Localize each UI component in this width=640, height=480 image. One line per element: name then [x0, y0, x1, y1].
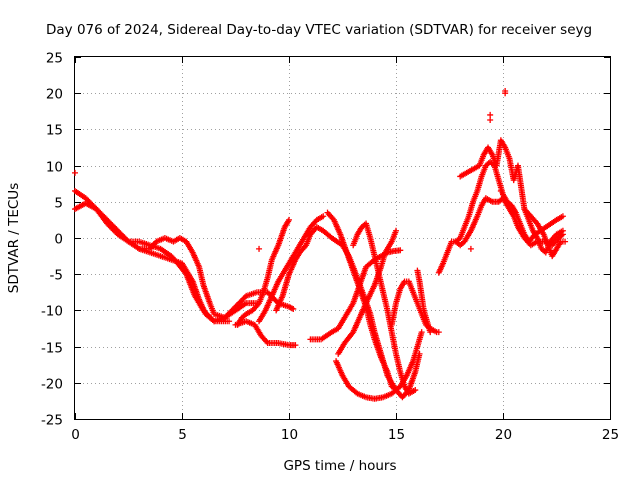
y-tick-label: -25: [41, 413, 63, 429]
series-track-m: [388, 278, 442, 336]
series-track-c: [136, 235, 260, 321]
x-tick-label: 10: [281, 427, 298, 443]
data-point: [497, 187, 504, 194]
data-point: [290, 305, 297, 312]
data-point: [256, 245, 263, 252]
y-axis-label: SDTVAR / TECUs: [6, 183, 22, 293]
data-point: [412, 387, 419, 394]
series-outliers: [72, 88, 509, 252]
series-track-e: [234, 216, 292, 328]
series-track-d: [232, 318, 299, 349]
data-point: [286, 216, 292, 223]
x-tick-label: 0: [71, 427, 80, 443]
data-point: [72, 169, 78, 176]
x-tick-label: 5: [178, 427, 187, 443]
data-point: [418, 329, 425, 336]
y-tick-label: 10: [46, 160, 63, 176]
y-tick-label: -15: [41, 341, 63, 357]
data-point: [226, 318, 233, 325]
x-axis-label: GPS time / hours: [283, 458, 396, 474]
series-track-k: [350, 220, 419, 397]
data-point: [467, 245, 474, 252]
data-point: [559, 227, 566, 234]
series-track-r: [521, 206, 569, 260]
x-tick-label: 15: [388, 427, 405, 443]
data-point: [559, 213, 566, 220]
series-track-l: [333, 329, 425, 402]
axis-ticks: 0 5 10 15 20 25 -25 -20 -15 -10 -5 0 5 10 15 20 25: [41, 51, 619, 444]
data-point: [397, 247, 404, 254]
data-point: [487, 111, 494, 118]
data-point: [427, 329, 434, 336]
series-track-n: [414, 267, 434, 336]
series-track-i: [324, 209, 399, 394]
data-point: [502, 90, 509, 97]
x-tick-label: 25: [602, 427, 619, 443]
plot-frame: [74, 56, 611, 420]
y-tick-label: 0: [54, 232, 63, 248]
y-tick-label: -10: [41, 304, 63, 320]
y-tick-label: -5: [50, 268, 63, 284]
series-track-f: [256, 213, 327, 325]
y-tick-label: 25: [46, 51, 63, 67]
series-track-p: [452, 195, 566, 249]
series-track-j: [335, 227, 399, 357]
x-tick-label: 20: [495, 427, 512, 443]
data-point: [435, 329, 442, 336]
y-tick-label: 5: [54, 196, 63, 212]
chart-title: Day 076 of 2024, Sidereal Day-to-day VTE…: [46, 22, 592, 38]
data-point: [292, 342, 299, 349]
data-point: [320, 213, 327, 220]
y-tick-label: -20: [41, 377, 63, 393]
data-points: [72, 88, 569, 402]
data-point: [562, 238, 569, 245]
y-tick-label: 15: [46, 123, 63, 139]
series-track-b: [72, 187, 233, 325]
series-track-o: [435, 158, 566, 276]
data-point: [487, 116, 494, 123]
data-point: [393, 227, 399, 234]
y-tick-label: 20: [46, 87, 63, 103]
